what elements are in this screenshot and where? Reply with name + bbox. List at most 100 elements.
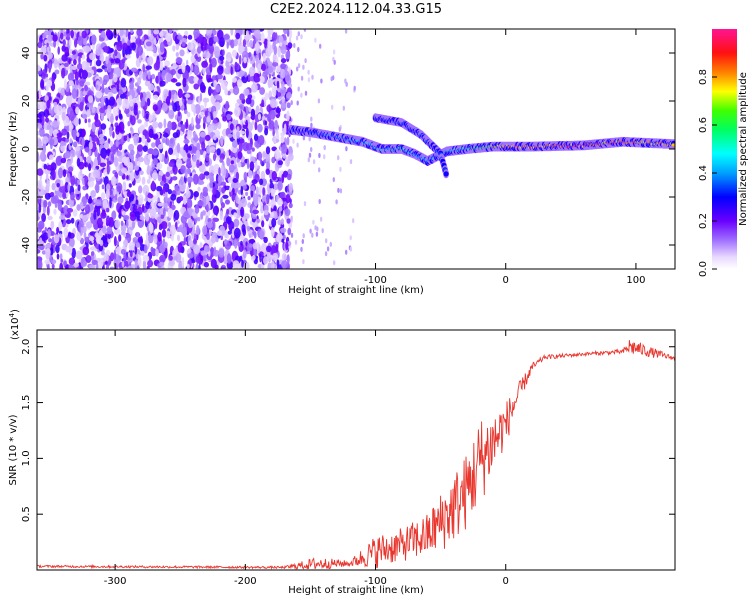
heatmap-cell bbox=[230, 160, 235, 165]
heatmap-cell bbox=[264, 128, 269, 136]
heatmap-cell bbox=[84, 85, 88, 92]
heatmap-cell bbox=[263, 209, 269, 216]
heatmap-cell bbox=[179, 176, 185, 186]
heatmap-cell bbox=[62, 39, 66, 47]
y-tick-label: 20 bbox=[21, 95, 32, 108]
heatmap-cell bbox=[220, 148, 224, 153]
spectrogram-cells bbox=[37, 29, 675, 269]
heatmap-cell bbox=[109, 266, 115, 269]
heatmap-cell bbox=[70, 217, 75, 224]
heatmap-cell bbox=[233, 218, 240, 228]
heatmap-cell bbox=[287, 42, 293, 49]
heatmap-cell bbox=[320, 78, 323, 84]
heatmap-cell bbox=[284, 208, 291, 217]
heatmap-cell bbox=[243, 213, 250, 220]
heatmap-cell bbox=[146, 98, 151, 107]
heatmap-cell bbox=[57, 46, 60, 55]
heatmap-cell bbox=[51, 109, 54, 117]
heatmap-cell bbox=[292, 138, 295, 144]
heatmap-cell bbox=[68, 264, 74, 269]
heatmap-cell bbox=[121, 167, 127, 174]
heatmap-cell bbox=[38, 111, 46, 117]
heatmap-cell bbox=[221, 79, 228, 91]
heatmap-cell bbox=[286, 136, 290, 146]
heatmap-cell bbox=[142, 259, 147, 269]
heatmap-cell bbox=[54, 69, 60, 75]
heatmap-cell bbox=[109, 72, 114, 80]
heatmap-cell bbox=[257, 123, 263, 133]
heatmap-cell bbox=[257, 113, 262, 121]
heatmap-cell bbox=[129, 81, 135, 91]
heatmap-cell bbox=[246, 158, 250, 170]
heatmap-cell bbox=[250, 185, 256, 192]
heatmap-cell bbox=[267, 78, 272, 89]
heatmap-cell bbox=[117, 196, 124, 204]
heatmap-cell bbox=[308, 136, 311, 142]
heatmap-cell bbox=[232, 140, 238, 148]
heatmap-cell bbox=[272, 129, 275, 137]
heatmap-cell bbox=[118, 234, 122, 242]
heatmap-cell bbox=[183, 139, 190, 144]
heatmap-cell bbox=[176, 57, 183, 64]
heatmap-cell bbox=[39, 237, 43, 245]
heatmap-cell bbox=[62, 169, 67, 178]
heatmap-cell bbox=[195, 123, 201, 130]
heatmap-cell bbox=[339, 188, 343, 194]
heatmap-cell bbox=[78, 56, 81, 65]
heatmap-cell bbox=[137, 119, 142, 124]
heatmap-cell bbox=[157, 71, 161, 78]
heatmap-cell bbox=[196, 46, 202, 54]
heatmap-cell bbox=[53, 58, 59, 69]
heatmap-cell bbox=[45, 251, 50, 260]
heatmap-cell bbox=[255, 41, 260, 52]
heatmap-cell bbox=[41, 115, 45, 126]
colorbar: 0.0 0.2 0.4 0.6 0.8 Normalized spectral ampl… bbox=[698, 29, 749, 277]
heatmap-cell bbox=[286, 92, 292, 99]
heatmap-cell bbox=[159, 188, 164, 196]
heatmap-cell bbox=[106, 109, 110, 119]
heatmap-cell bbox=[266, 194, 270, 203]
heatmap-cell bbox=[81, 214, 89, 222]
heatmap-cell bbox=[264, 42, 267, 49]
heatmap-cell bbox=[99, 29, 106, 32]
heatmap-cell bbox=[232, 187, 235, 195]
heatmap-cell bbox=[46, 205, 50, 216]
x-tick-label: 0 bbox=[503, 576, 509, 587]
heatmap-cell bbox=[49, 138, 55, 146]
heatmap-cell bbox=[250, 56, 253, 61]
heatmap-cell bbox=[56, 253, 60, 260]
heatmap-cell bbox=[197, 217, 201, 222]
heatmap-cell bbox=[302, 233, 305, 239]
heatmap-cell bbox=[154, 218, 158, 230]
heatmap-cell bbox=[270, 187, 274, 197]
heatmap-cell bbox=[85, 66, 92, 72]
heatmap-cell bbox=[70, 154, 73, 164]
heatmap-cell bbox=[152, 45, 157, 54]
heatmap-cell bbox=[45, 173, 49, 181]
heatmap-cell bbox=[182, 77, 187, 88]
heatmap-cell bbox=[309, 228, 312, 234]
heatmap-cell bbox=[279, 191, 286, 199]
heatmap-cell bbox=[210, 57, 217, 68]
colorbar-label: Normalized spectral amplitude bbox=[738, 72, 749, 226]
heatmap-cell bbox=[241, 259, 244, 268]
heatmap-cell bbox=[114, 219, 121, 229]
heatmap-cell bbox=[314, 37, 317, 43]
heatmap-cell bbox=[151, 142, 156, 148]
heatmap-cell bbox=[81, 30, 87, 39]
heatmap-cell bbox=[202, 225, 208, 236]
svg-text:(x104): (x104) bbox=[8, 309, 21, 340]
heatmap-cell bbox=[301, 239, 304, 244]
heatmap-cell bbox=[84, 81, 91, 86]
heatmap-cell bbox=[133, 102, 138, 110]
heatmap-cell bbox=[217, 174, 223, 184]
heatmap-cell bbox=[173, 256, 179, 261]
heatmap-cell bbox=[196, 225, 200, 235]
heatmap-cell bbox=[202, 52, 208, 58]
heatmap-cell bbox=[209, 89, 214, 94]
heatmap-cell bbox=[231, 228, 235, 239]
heatmap-cell bbox=[258, 75, 265, 83]
heatmap-cell bbox=[345, 81, 348, 87]
heatmap-cell bbox=[261, 99, 265, 108]
